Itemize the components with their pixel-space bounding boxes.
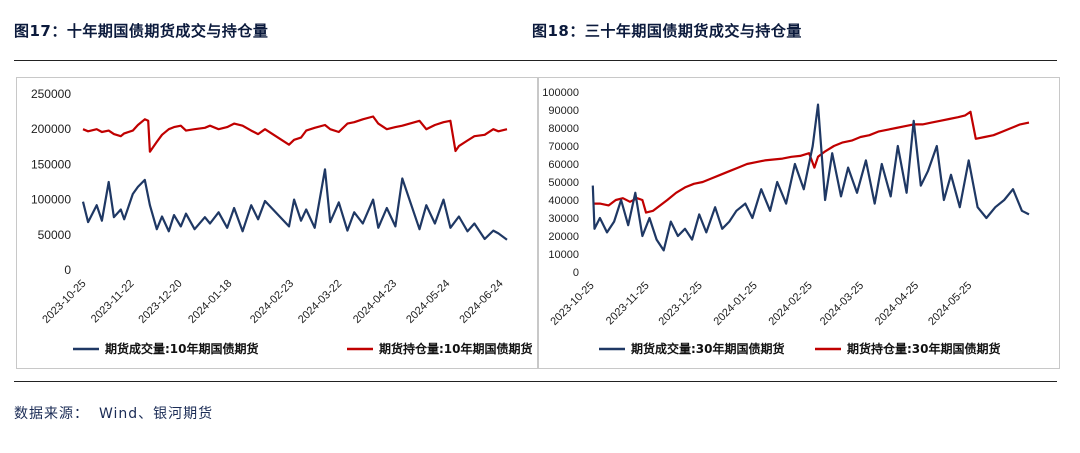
y-tick-label: 0 bbox=[64, 263, 71, 277]
series-line-volume bbox=[591, 103, 1030, 252]
x-tick-label: 2024-01-18 bbox=[186, 278, 234, 326]
y-tick-label: 70000 bbox=[548, 141, 579, 153]
top-rule bbox=[14, 60, 1057, 61]
x-tick-label: 2024-02-25 bbox=[766, 280, 814, 328]
y-tick-label: 250000 bbox=[31, 87, 71, 101]
series-line-open-interest bbox=[82, 115, 508, 153]
y-tick-label: 0 bbox=[573, 267, 579, 279]
y-tick-label: 100000 bbox=[31, 193, 71, 207]
legend-label-open-interest: 期货持仓量:10年期国债期货 bbox=[379, 341, 533, 356]
source-value: Wind、银河期货 bbox=[99, 406, 214, 422]
x-tick-label: 2023-11-25 bbox=[604, 280, 652, 328]
x-tick-label: 2024-01-25 bbox=[712, 280, 760, 328]
y-tick-label: 100000 bbox=[542, 87, 579, 99]
x-tick-label: 2024-04-25 bbox=[873, 280, 921, 328]
x-tick-label: 2023-12-25 bbox=[657, 280, 705, 328]
x-tick-label: 2023-12-20 bbox=[136, 278, 184, 326]
source-label: 数据来源： bbox=[14, 406, 89, 422]
x-tick-label: 2023-10-25 bbox=[548, 280, 596, 328]
data-source: 数据来源： Wind、银河期货 bbox=[14, 403, 213, 423]
series-line-open-interest bbox=[592, 110, 1030, 214]
chart-title-right: 图18：三十年期国债期货成交与持仓量 bbox=[532, 22, 802, 40]
legend-label-open-interest: 期货持仓量:30年期国债期货 bbox=[847, 341, 1001, 356]
y-tick-label: 80000 bbox=[548, 123, 579, 135]
x-tick-label: 2023-10-25 bbox=[40, 278, 88, 326]
x-tick-label: 2024-02-23 bbox=[248, 278, 296, 326]
x-tick-label: 2024-05-24 bbox=[404, 278, 452, 326]
x-tick-label: 2024-06-24 bbox=[457, 278, 505, 326]
chart-panel-left: 0 50000 100000 150000 200000 250000 2023-10-25… bbox=[16, 77, 538, 369]
chart-left: 0 50000 100000 150000 200000 250000 2023-10-25… bbox=[31, 87, 533, 356]
x-tick-label: 2023-11-22 bbox=[89, 278, 137, 326]
chart-panel-right: 0 10000 20000 30000 40000 50000 60000 70000 8000… bbox=[538, 77, 1060, 369]
y-tick-label: 30000 bbox=[548, 213, 579, 225]
legend-label-volume: 期货成交量:30年期国债期货 bbox=[631, 341, 785, 356]
y-tick-label: 40000 bbox=[548, 195, 579, 207]
x-tick-label: 2024-05-25 bbox=[926, 280, 974, 328]
series-line-volume bbox=[81, 168, 508, 241]
y-tick-label: 90000 bbox=[548, 105, 579, 117]
y-tick-label: 200000 bbox=[31, 122, 71, 136]
y-tick-label: 60000 bbox=[548, 159, 579, 171]
x-tick-label: 2024-04-23 bbox=[351, 278, 399, 326]
y-tick-label: 50000 bbox=[548, 177, 579, 189]
legend-label-volume: 期货成交量:10年期国债期货 bbox=[105, 341, 259, 356]
x-tick-label: 2024-03-25 bbox=[818, 280, 866, 328]
x-tick-label: 2024-03-22 bbox=[296, 278, 344, 326]
y-tick-label: 150000 bbox=[31, 157, 71, 171]
y-tick-label: 20000 bbox=[548, 231, 579, 243]
chart-right: 0 10000 20000 30000 40000 50000 60000 70000 8000… bbox=[542, 87, 1030, 356]
bottom-rule bbox=[14, 381, 1057, 382]
y-tick-label: 50000 bbox=[38, 228, 72, 242]
y-tick-label: 10000 bbox=[548, 249, 579, 261]
chart-title-left: 图17：十年期国债期货成交与持仓量 bbox=[14, 22, 269, 40]
